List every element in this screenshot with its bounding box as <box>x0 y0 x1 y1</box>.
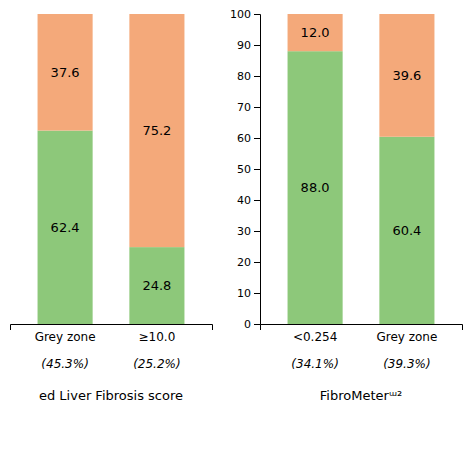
data-labels: 88.0 60.4 12.0 39.6 <box>301 25 422 238</box>
data-label: 62.4 <box>51 220 80 235</box>
y-tick-mark <box>254 138 260 139</box>
y-tick-label: 20 <box>237 256 251 269</box>
annotation: (45.3%) <box>41 357 88 371</box>
y-tick-label: 40 <box>237 194 251 207</box>
bar <box>129 14 184 247</box>
panel: 62.4 24.8 37.6 75.2 Grey zone ≥10.0 (45.3%) (25… <box>11 14 213 403</box>
y-tick: 80 <box>237 70 260 83</box>
chart: 62.4 24.8 37.6 75.2 Grey zone ≥10.0 (45.3%) (25… <box>0 0 474 474</box>
annotation: (34.1%) <box>291 357 338 371</box>
y-tick: 90 <box>237 39 260 52</box>
x-axis: <0.254 Grey zone <box>261 325 463 344</box>
y-tick-label: 90 <box>237 39 251 52</box>
y-tick-mark <box>254 107 260 108</box>
bars <box>288 14 435 324</box>
y-tick-mark <box>254 169 260 170</box>
y-tick-mark <box>254 262 260 263</box>
y-tick: 10 <box>237 287 260 300</box>
x-axis-title: ed Liver Fibrosis score <box>39 388 183 403</box>
x-tick-label: <0.254 <box>293 330 337 344</box>
y-tick-mark <box>254 293 260 294</box>
x-axis-title: FibroMeterᵚ² <box>320 388 402 403</box>
y-tick: 100 <box>230 8 260 21</box>
y-tick-label: 10 <box>237 287 251 300</box>
bar <box>288 14 343 51</box>
x-tick-label: Grey zone <box>35 330 96 344</box>
bars <box>38 14 185 324</box>
bar <box>379 14 434 137</box>
y-tick-label: 80 <box>237 70 251 83</box>
y-axis: 0 10 20 30 40 50 60 70 80 90 100 <box>230 8 261 331</box>
x-tick-label: Grey zone <box>376 330 437 344</box>
y-tick-mark <box>254 200 260 201</box>
bar <box>38 131 93 324</box>
annotations: (45.3%) (25.2%) <box>41 357 180 371</box>
annotations: (34.1%) (39.3%) <box>291 357 430 371</box>
y-tick-label: 50 <box>237 163 251 176</box>
y-tick-label: 100 <box>230 8 251 21</box>
y-tick-label: 70 <box>237 101 251 114</box>
y-tick-mark <box>254 76 260 77</box>
x-tick-label: ≥10.0 <box>139 330 176 344</box>
y-tick: 0 <box>244 318 260 331</box>
y-tick: 70 <box>237 101 260 114</box>
data-label: 37.6 <box>51 65 80 80</box>
y-tick-mark <box>254 324 260 325</box>
x-tick: ≥10.0 <box>139 330 176 344</box>
data-label: 75.2 <box>142 123 171 138</box>
y-tick-label: 30 <box>237 225 251 238</box>
data-label: 39.6 <box>392 68 421 83</box>
data-label: 12.0 <box>301 25 330 40</box>
annotation: (39.3%) <box>383 357 430 371</box>
y-tick-mark <box>254 45 260 46</box>
data-label: 60.4 <box>392 223 421 238</box>
y-tick: 60 <box>237 132 260 145</box>
y-tick-mark <box>254 231 260 232</box>
data-label: 24.8 <box>142 278 171 293</box>
bar <box>38 14 93 131</box>
x-axis: Grey zone ≥10.0 <box>11 325 213 344</box>
y-tick-label: 60 <box>237 132 251 145</box>
annotation: (25.2%) <box>133 357 180 371</box>
bar <box>288 51 343 324</box>
y-tick-label: 0 <box>244 318 251 331</box>
y-tick: 30 <box>237 225 260 238</box>
data-labels: 62.4 24.8 37.6 75.2 <box>51 65 172 293</box>
x-tick: <0.254 <box>293 330 337 344</box>
bar <box>379 137 434 324</box>
y-tick: 40 <box>237 194 260 207</box>
y-tick-mark <box>254 14 260 15</box>
y-axis-line <box>254 15 261 325</box>
data-label: 88.0 <box>301 180 330 195</box>
bar <box>129 247 184 324</box>
x-tick: Grey zone <box>376 330 437 344</box>
x-tick: Grey zone <box>35 330 96 344</box>
y-tick: 50 <box>237 163 260 176</box>
y-tick: 20 <box>237 256 260 269</box>
panel: 88.0 60.4 12.0 39.6 <0.254 Grey zone 0 10 20 30 40… <box>230 8 463 403</box>
